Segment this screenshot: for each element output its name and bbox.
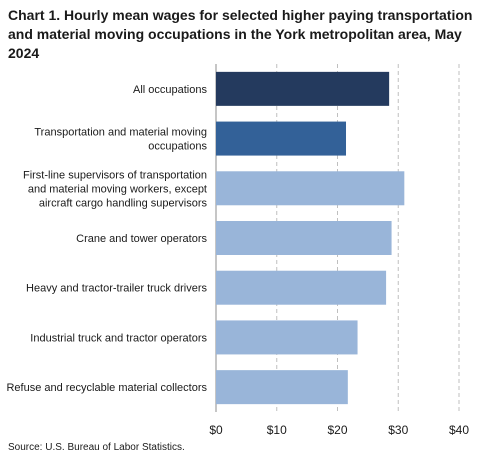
x-tick-label: $20: [327, 423, 347, 437]
category-label: Heavy and tractor-trailer truck drivers: [26, 283, 207, 295]
bar: [216, 171, 405, 206]
category-label: Refuse and recyclable material collector…: [6, 382, 207, 394]
x-tick-label: $40: [449, 423, 469, 437]
source-note: Source: U.S. Bureau of Labor Statistics.: [8, 442, 185, 453]
bar: [216, 370, 348, 405]
bar: [216, 320, 358, 355]
x-tick-label: $30: [388, 423, 408, 437]
bars: [216, 71, 405, 405]
chart-title: Chart 1. Hourly mean wages for selected …: [8, 7, 473, 61]
bar: [216, 121, 347, 156]
category-labels: All occupations Transportation and materi…: [6, 84, 207, 394]
category-label: Crane and tower operators: [76, 233, 207, 245]
category-label: Industrial truck and tractor operators: [30, 332, 207, 344]
x-axis-ticks: $0 $10 $20 $30 $40: [209, 423, 469, 437]
bar: [216, 270, 387, 305]
bar: [216, 71, 390, 106]
bar: [216, 221, 392, 255]
category-label: All occupations: [133, 84, 207, 96]
category-label: First-line supervisors of transportation…: [23, 169, 208, 209]
category-label: Transportation and material moving occupa…: [34, 127, 207, 153]
x-tick-label: $0: [209, 423, 223, 437]
x-tick-label: $10: [267, 423, 287, 437]
